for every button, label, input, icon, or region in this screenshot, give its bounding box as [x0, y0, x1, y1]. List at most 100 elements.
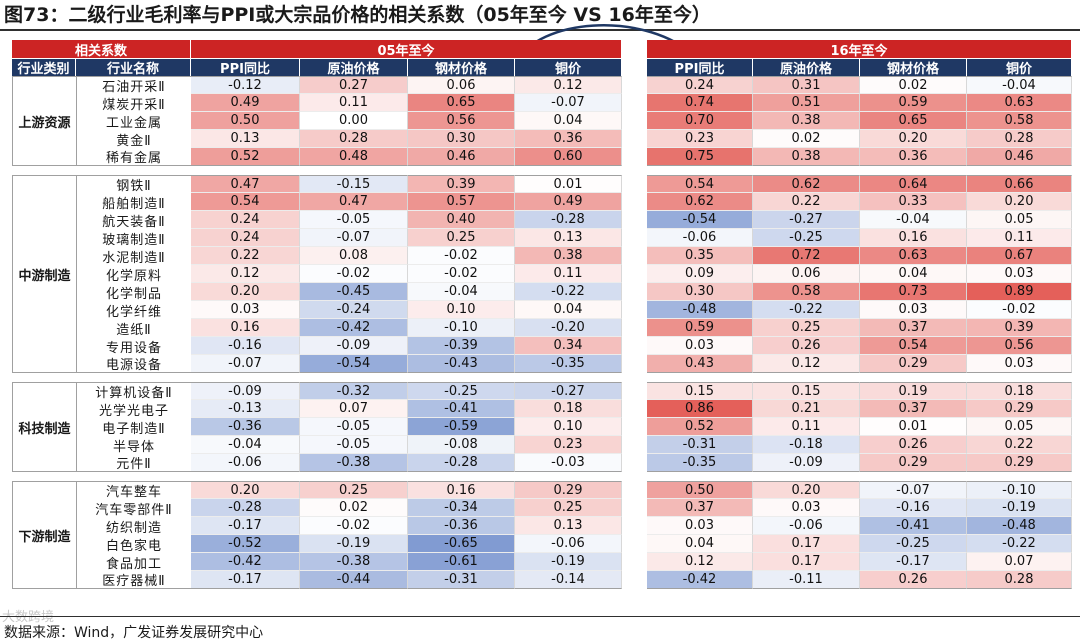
- heatmap-cell-05: -0.42: [191, 553, 300, 571]
- group-spacer: [12, 472, 1072, 481]
- heatmap-cell-16: -0.27: [753, 211, 860, 229]
- heatmap-cell-16: 0.65: [860, 112, 967, 130]
- period-gap-cell: [622, 175, 647, 193]
- heatmap-cell-05: 0.11: [300, 94, 408, 112]
- industry-name: 光学光电子: [76, 400, 191, 419]
- heatmap-cell-05: -0.19: [300, 535, 408, 553]
- heatmap-cell-16: -0.48: [967, 517, 1072, 535]
- heatmap-cell-05: 0.07: [300, 400, 408, 418]
- heatmap-cell-05: 0.25: [408, 229, 515, 247]
- heatmap-cell-16: 0.12: [753, 355, 860, 373]
- heatmap-cell-16: 0.04: [647, 535, 753, 553]
- heatmap-cell-05: 0.20: [191, 481, 300, 499]
- heatmap-cell-05: -0.05: [300, 211, 408, 229]
- industry-name: 船舶制造Ⅱ: [76, 193, 191, 212]
- heatmap-cell-16: 0.63: [967, 94, 1072, 112]
- heatmap-cell-05: -0.07: [515, 94, 622, 112]
- heatmap-cell-05: 0.04: [515, 301, 622, 319]
- column-gap: [622, 58, 647, 76]
- heatmap-cell-05: -0.41: [408, 400, 515, 418]
- heatmap-cell-16: 0.67: [967, 247, 1072, 265]
- heatmap-cell-05: -0.10: [408, 319, 515, 337]
- heatmap-cell-05: -0.61: [408, 553, 515, 571]
- heatmap-cell-16: 0.20: [860, 130, 967, 148]
- heatmap-cell-16: -0.17: [860, 553, 967, 571]
- heatmap-cell-16: 0.39: [967, 319, 1072, 337]
- heatmap-cell-16: -0.48: [647, 301, 753, 319]
- heatmap-cell-16: -0.19: [967, 499, 1072, 517]
- heatmap-cell-05: -0.24: [300, 301, 408, 319]
- heatmap-cell-16: 0.33: [860, 193, 967, 211]
- heatmap-cell-16: 0.28: [967, 130, 1072, 148]
- column-header-05-0: PPI同比: [191, 58, 300, 77]
- heatmap-cell-16: -0.07: [860, 481, 967, 499]
- heatmap-cell-16: 0.26: [860, 436, 967, 454]
- heatmap-cell-16: -0.35: [647, 454, 753, 472]
- heatmap-cell-16: 0.07: [967, 553, 1072, 571]
- heatmap-cell-05: 0.24: [191, 211, 300, 229]
- heatmap-cell-05: -0.13: [191, 400, 300, 418]
- heatmap-cell-05: 0.27: [300, 76, 408, 94]
- heatmap-cell-05: -0.02: [408, 247, 515, 265]
- industry-name: 电源设备: [76, 355, 191, 373]
- heatmap-cell-16: 0.15: [753, 382, 860, 400]
- heatmap-cell-05: -0.09: [300, 337, 408, 355]
- period-gap-cell: [622, 499, 647, 517]
- heatmap-cell-05: -0.27: [515, 382, 622, 400]
- heatmap-cell-16: 0.86: [647, 400, 753, 418]
- period-gap-cell: [622, 517, 647, 535]
- heatmap-cell-16: 0.12: [647, 553, 753, 571]
- heatmap-cell-05: 0.57: [408, 193, 515, 211]
- heatmap-cell-05: 0.12: [515, 76, 622, 94]
- heatmap-cell-05: 0.25: [300, 481, 408, 499]
- heatmap-cell-16: 0.16: [860, 229, 967, 247]
- heatmap-cell-16: 0.22: [967, 436, 1072, 454]
- heatmap-cell-16: 0.36: [860, 148, 967, 166]
- heatmap-cell-05: 0.46: [408, 148, 515, 166]
- period-gap-cell: [622, 301, 647, 319]
- period-gap-cell: [622, 337, 647, 355]
- heatmap-cell-05: 0.54: [191, 193, 300, 211]
- heatmap-cell-16: 0.17: [753, 553, 860, 571]
- heatmap-cell-05: 0.36: [515, 130, 622, 148]
- heatmap-cell-16: 0.52: [647, 418, 753, 436]
- heatmap-cell-16: 0.18: [967, 382, 1072, 400]
- period-gap-cell: [622, 319, 647, 337]
- industry-name: 纺织制造: [76, 517, 191, 536]
- heatmap-cell-05: 0.38: [515, 247, 622, 265]
- heatmap-cell-16: 0.20: [967, 193, 1072, 211]
- heatmap-cell-05: -0.04: [408, 283, 515, 301]
- heatmap-cell-05: 0.16: [408, 481, 515, 499]
- heatmap-cell-05: -0.45: [300, 283, 408, 301]
- heatmap-cell-05: 0.30: [408, 130, 515, 148]
- column-header-05-2: 钢材价格: [408, 58, 515, 77]
- period-gap-cell: [622, 283, 647, 301]
- header-industry-category: 行业类别: [12, 58, 76, 77]
- heatmap-cell-05: -0.44: [300, 571, 408, 589]
- period-gap-cell: [622, 265, 647, 283]
- heatmap-cell-16: 0.04: [860, 265, 967, 283]
- heatmap-cell-16: 0.03: [647, 337, 753, 355]
- heatmap-cell-05: -0.17: [191, 517, 300, 535]
- industry-name: 专用设备: [76, 337, 191, 356]
- heatmap-cell-05: -0.22: [515, 283, 622, 301]
- heatmap-cell-05: 0.24: [191, 229, 300, 247]
- heatmap-cell-16: -0.41: [860, 517, 967, 535]
- period-gap: [622, 40, 647, 58]
- heatmap-cell-05: -0.02: [300, 517, 408, 535]
- heatmap-cell-05: -0.08: [408, 436, 515, 454]
- heatmap-cell-16: -0.18: [753, 436, 860, 454]
- heatmap-cell-05: -0.05: [300, 436, 408, 454]
- heatmap-cell-16: 0.37: [860, 400, 967, 418]
- figure-title: 图73：二级行业毛利率与PPI或大宗品价格的相关系数（05年至今 VS 16年至…: [4, 4, 711, 26]
- heatmap-cell-16: 0.22: [753, 193, 860, 211]
- heatmap-cell-05: 0.50: [191, 112, 300, 130]
- heatmap-cell-16: -0.25: [860, 535, 967, 553]
- heatmap-cell-16: 0.03: [967, 265, 1072, 283]
- group-spacer: [12, 373, 1072, 382]
- heatmap-cell-05: 0.52: [191, 148, 300, 166]
- heatmap-cell-16: 0.03: [647, 517, 753, 535]
- heatmap-cell-16: -0.54: [647, 211, 753, 229]
- heatmap-cell-16: 0.74: [647, 94, 753, 112]
- heatmap-cell-05: -0.17: [191, 571, 300, 589]
